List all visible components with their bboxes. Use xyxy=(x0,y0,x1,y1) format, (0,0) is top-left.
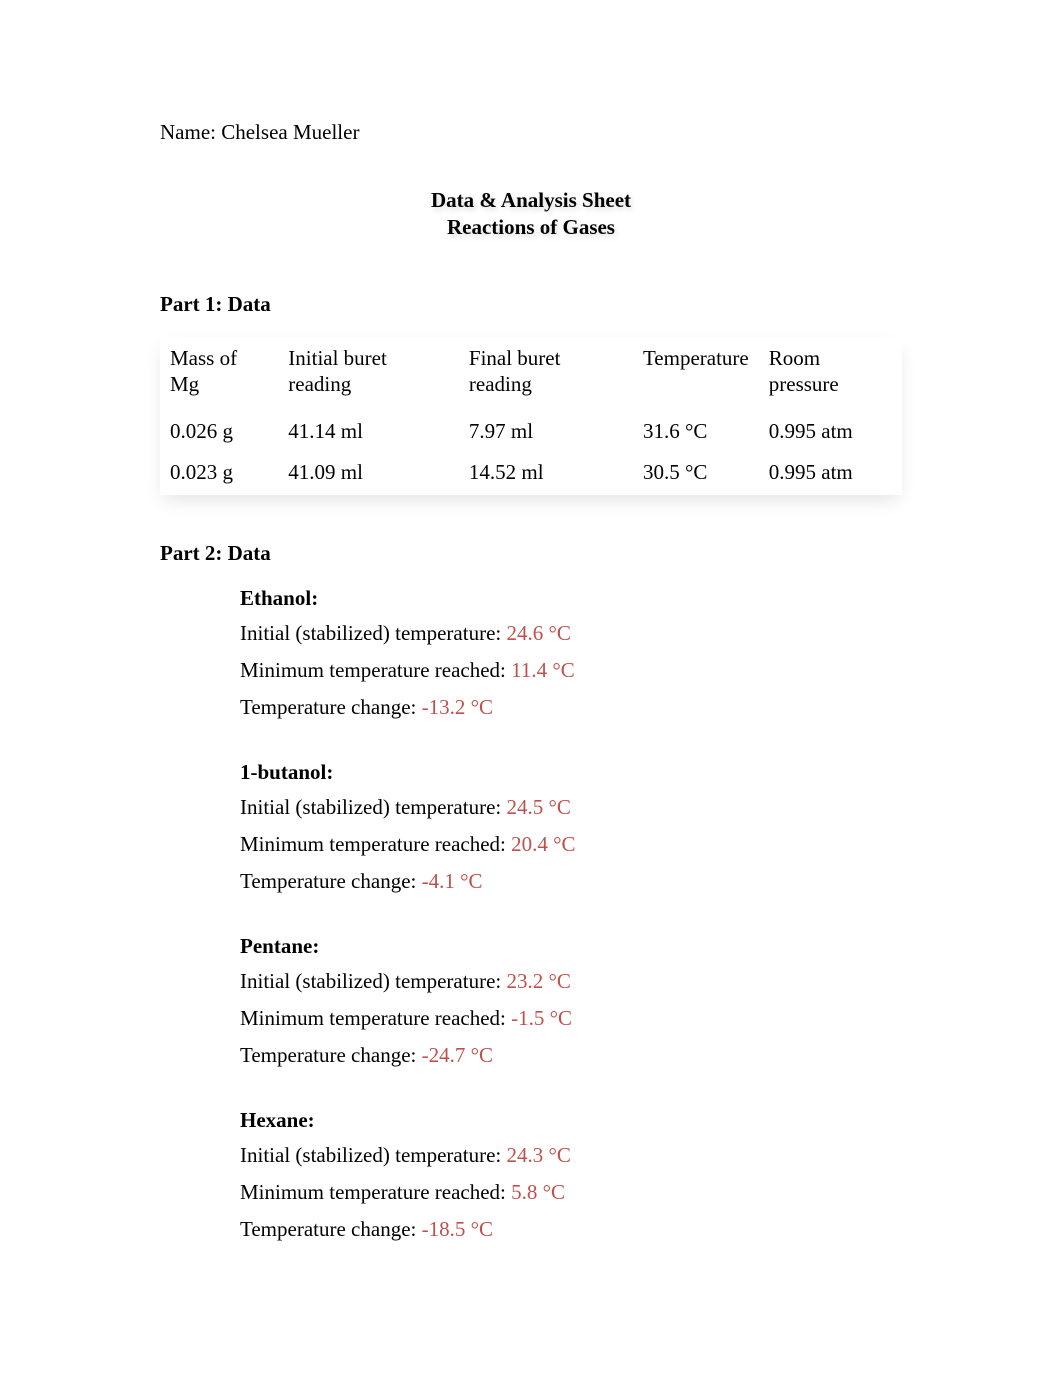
table-row: 0.026 g 41.14 ml 7.97 ml 31.6 °C 0.995 a… xyxy=(160,413,902,454)
substance-block: Pentane: Initial (stabilized) temperatur… xyxy=(240,934,902,1068)
line-label: Initial (stabilized) temperature: xyxy=(240,621,506,645)
substance-line: Minimum temperature reached: -1.5 °C xyxy=(240,1006,902,1031)
substance-line: Minimum temperature reached: 11.4 °C xyxy=(240,658,902,683)
line-label: Minimum temperature reached: xyxy=(240,1006,511,1030)
cell-pressure: 0.995 atm xyxy=(759,413,902,454)
line-label: Initial (stabilized) temperature: xyxy=(240,969,506,993)
col-pressure: Room pressure xyxy=(759,337,902,414)
col-final-buret: Final buret reading xyxy=(459,337,633,414)
name-value: Chelsea Mueller xyxy=(221,120,359,144)
part1-heading: Part 1: Data xyxy=(160,292,902,317)
line-value: -24.7 °C xyxy=(422,1043,493,1067)
substance-block: Ethanol: Initial (stabilized) temperatur… xyxy=(240,586,902,720)
substance-line: Temperature change: -24.7 °C xyxy=(240,1043,902,1068)
cell-mass: 0.026 g xyxy=(160,413,278,454)
line-value: 24.3 °C xyxy=(506,1143,570,1167)
cell-initial-buret: 41.14 ml xyxy=(278,413,459,454)
title-line-1: Data & Analysis Sheet xyxy=(160,187,902,214)
line-label: Initial (stabilized) temperature: xyxy=(240,1143,506,1167)
line-value: -1.5 °C xyxy=(511,1006,572,1030)
substance-block: Hexane: Initial (stabilized) temperature… xyxy=(240,1108,902,1242)
line-value: 20.4 °C xyxy=(511,832,575,856)
part1-table: Mass of Mg Initial buret reading Final b… xyxy=(160,337,902,496)
line-label: Temperature change: xyxy=(240,869,422,893)
substance-name: Pentane: xyxy=(240,934,902,959)
substance-line: Minimum temperature reached: 5.8 °C xyxy=(240,1180,902,1205)
substance-line: Initial (stabilized) temperature: 24.6 °… xyxy=(240,621,902,646)
line-label: Temperature change: xyxy=(240,695,422,719)
line-value: 24.6 °C xyxy=(506,621,570,645)
table-header-row: Mass of Mg Initial buret reading Final b… xyxy=(160,337,902,414)
cell-temperature: 30.5 °C xyxy=(633,454,759,495)
line-value: 24.5 °C xyxy=(506,795,570,819)
line-value: -4.1 °C xyxy=(422,869,483,893)
col-temperature: Temperature xyxy=(633,337,759,414)
line-label: Minimum temperature reached: xyxy=(240,1180,511,1204)
line-value: -18.5 °C xyxy=(422,1217,493,1241)
substance-line: Temperature change: -4.1 °C xyxy=(240,869,902,894)
name-label: Name: xyxy=(160,120,221,144)
cell-mass: 0.023 g xyxy=(160,454,278,495)
title-block: Data & Analysis Sheet Reactions of Gases xyxy=(160,187,902,242)
cell-final-buret: 14.52 ml xyxy=(459,454,633,495)
col-mass: Mass of Mg xyxy=(160,337,278,414)
line-label: Temperature change: xyxy=(240,1217,422,1241)
substance-line: Temperature change: -18.5 °C xyxy=(240,1217,902,1242)
table-row: 0.023 g 41.09 ml 14.52 ml 30.5 °C 0.995 … xyxy=(160,454,902,495)
cell-final-buret: 7.97 ml xyxy=(459,413,633,454)
substance-line: Initial (stabilized) temperature: 24.3 °… xyxy=(240,1143,902,1168)
line-value: 11.4 °C xyxy=(511,658,575,682)
part2-heading: Part 2: Data xyxy=(160,541,902,566)
substance-line: Minimum temperature reached: 20.4 °C xyxy=(240,832,902,857)
substance-name: Ethanol: xyxy=(240,586,902,611)
line-value: 23.2 °C xyxy=(506,969,570,993)
col-initial-buret: Initial buret reading xyxy=(278,337,459,414)
line-label: Minimum temperature reached: xyxy=(240,658,511,682)
substance-line: Initial (stabilized) temperature: 23.2 °… xyxy=(240,969,902,994)
name-line: Name: Chelsea Mueller xyxy=(160,120,902,145)
line-value: -13.2 °C xyxy=(422,695,493,719)
title-line-2: Reactions of Gases xyxy=(160,214,902,241)
cell-temperature: 31.6 °C xyxy=(633,413,759,454)
substance-line: Initial (stabilized) temperature: 24.5 °… xyxy=(240,795,902,820)
document-page: Name: Chelsea Mueller Data & Analysis Sh… xyxy=(0,0,1062,1377)
cell-initial-buret: 41.09 ml xyxy=(278,454,459,495)
substance-line: Temperature change: -13.2 °C xyxy=(240,695,902,720)
substance-name: 1-butanol: xyxy=(240,760,902,785)
line-label: Initial (stabilized) temperature: xyxy=(240,795,506,819)
substance-block: 1-butanol: Initial (stabilized) temperat… xyxy=(240,760,902,894)
line-value: 5.8 °C xyxy=(511,1180,565,1204)
line-label: Minimum temperature reached: xyxy=(240,832,511,856)
substance-name: Hexane: xyxy=(240,1108,902,1133)
cell-pressure: 0.995 atm xyxy=(759,454,902,495)
line-label: Temperature change: xyxy=(240,1043,422,1067)
